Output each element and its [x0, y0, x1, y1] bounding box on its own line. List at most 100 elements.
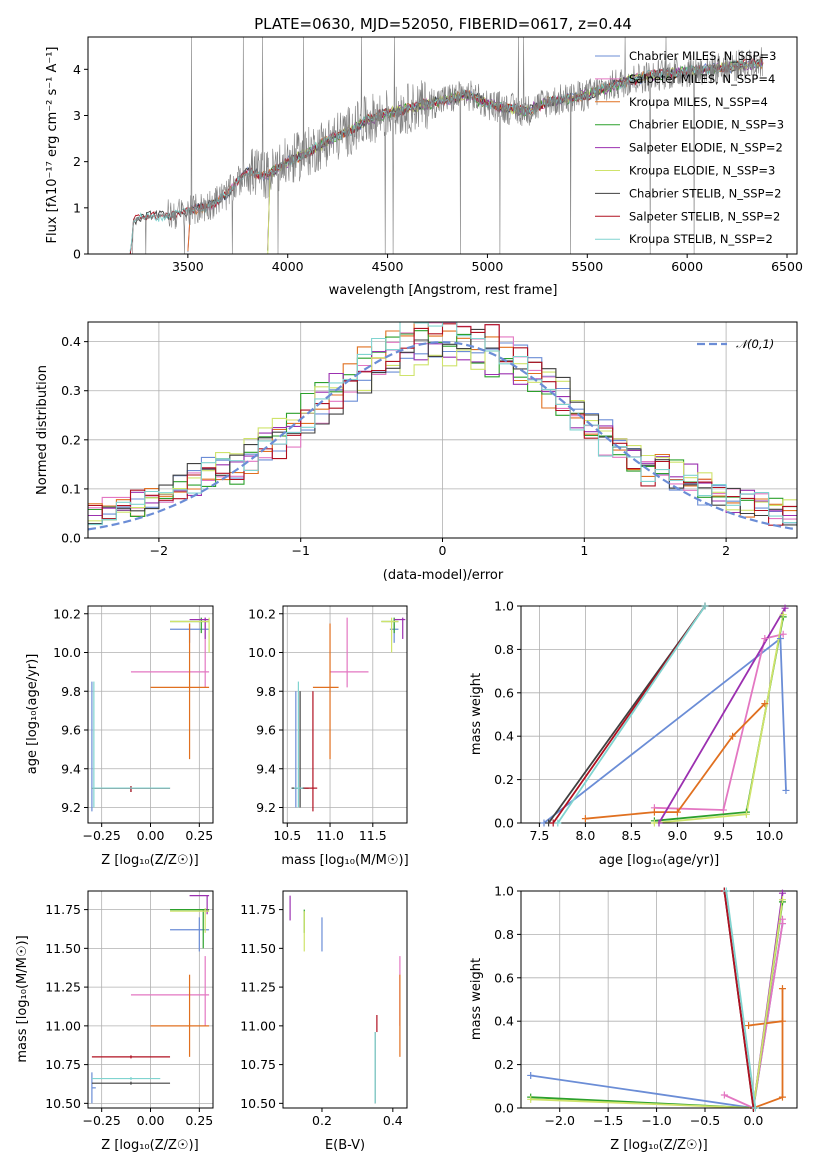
histogram-step [88, 322, 797, 526]
y-tick-label: 4 [73, 62, 81, 77]
x-tick-label: 0.2 [312, 1113, 332, 1128]
grid [88, 606, 213, 823]
weight-marker [776, 635, 784, 643]
y-tick-label: 9.4 [61, 761, 81, 776]
x-tick-label: −0.5 [690, 1113, 720, 1128]
legend-entry: Kroupa MILES, N_SSP=4 [629, 95, 768, 109]
errorbar-point [294, 681, 303, 808]
weight-marker [720, 1091, 728, 1099]
weight-marker [554, 819, 562, 827]
errorbar-point [91, 681, 171, 808]
x-tick-label: 0.25 [185, 1113, 213, 1128]
y-tick-label: 0.4 [61, 334, 81, 349]
figure-title: PLATE=0630, MJD=52050, FIBERID=0617, z=0… [254, 15, 632, 33]
y-tick-label: 11.25 [240, 980, 276, 995]
axes-age_vs_mass: 10.5 11.0 11.5 9.2 9.4 9.6 9.8 10.0 10.2 mass [lo… [248, 605, 409, 868]
weight-marker [527, 1095, 535, 1103]
y-tick-label: 0.0 [61, 531, 81, 546]
x-tick-label: 9.5 [713, 828, 733, 843]
weight-line [723, 891, 755, 1108]
y-tick-label: 3 [73, 108, 81, 123]
x-tick-label: 10.0 [755, 828, 783, 843]
errorbar-point [170, 908, 210, 933]
y-tick-label: 1.0 [494, 884, 514, 899]
y-tick-label: 10.0 [248, 645, 276, 660]
axes-overlay: −2.0 −1.5 −1.0 −0.5 0.0 0.0 0.2 0.4 0.6 0.8 1.0 Z [… [469, 884, 798, 1153]
weight-marker [527, 1071, 535, 1079]
axes-weight_vs_age: 7.5 8.0 8.5 9.0 9.5 10.0 0.0 0.2 0.4 0.6 0.8 1.0 age… [469, 599, 798, 868]
axes-overlay: 0.2 0.4 10.50 10.75 11.00 11.25 11.50 11.75 E(B-… [240, 890, 408, 1153]
weight-marker [779, 630, 787, 638]
x-tick-label: −0.25 [83, 1113, 121, 1128]
weight-marker [761, 635, 769, 643]
weight-marker [778, 1017, 786, 1025]
axes-overlay: 10.5 11.0 11.5 9.2 9.4 9.6 9.8 10.0 10.2 mass [lo… [248, 605, 409, 868]
x-tick-label: 5000 [472, 259, 504, 274]
errorbar-point [170, 917, 210, 952]
axes-frame [87, 36, 798, 255]
y-tick-label: 10.0 [53, 645, 81, 660]
y-tick-label: 11.25 [45, 980, 81, 995]
weight-marker [722, 887, 730, 895]
x-tick-label: 11.0 [316, 828, 344, 843]
y-tick-label: 0 [73, 247, 81, 262]
legend: Chabrier MILES, N_SSP=3 Salpeter MILES, N… [595, 49, 784, 246]
weight-marker [650, 819, 658, 827]
x-tick-label: 0.4 [383, 1113, 403, 1128]
y-tick-label: 9.2 [61, 800, 81, 815]
errorbar-point [150, 623, 210, 760]
weight-line [725, 891, 757, 1108]
errorbar-point [170, 617, 210, 653]
y-tick-label: 11.75 [240, 902, 276, 917]
weight-line [748, 988, 784, 1108]
y-tick-label: 11.00 [45, 1018, 81, 1033]
y-tick-label: 0.6 [494, 970, 514, 985]
x-tick-label: 0.00 [137, 828, 165, 843]
legend: 𝒩(0,1) [697, 337, 774, 351]
plot-area [530, 891, 784, 1108]
weight-marker [781, 604, 789, 612]
weight-line [530, 899, 784, 1108]
y-axis-label: Normed distribution [35, 365, 50, 495]
weight-marker [719, 806, 727, 814]
y-tick-label: 11.50 [45, 941, 81, 956]
y-axis-label: age [log₁₀(age/yr)] [25, 654, 40, 775]
x-tick-label: 0 [439, 543, 447, 558]
weight-marker [778, 915, 786, 923]
x-tick-label: 8.5 [621, 828, 641, 843]
x-tick-label: 11.5 [359, 828, 387, 843]
y-tick-label: 0.2 [494, 1057, 514, 1072]
plot-area [91, 895, 210, 1104]
weight-marker [778, 889, 786, 897]
y-tick-label: 0.3 [61, 383, 81, 398]
x-tick-label: 8.0 [575, 828, 595, 843]
x-axis-label: Z [log₁₀(Z/Z☉)] [610, 1138, 707, 1153]
errorbar-point [312, 623, 339, 760]
gaussian-reference [88, 341, 797, 531]
legend-entry: 𝒩(0,1) [736, 337, 774, 351]
weight-marker [779, 611, 787, 619]
x-axis-label: Z [log₁₀(Z/Z☉)] [101, 853, 198, 868]
plot-area [91, 617, 210, 812]
weight-marker [778, 896, 786, 904]
x-axis-label: (data-model)/error [383, 568, 504, 583]
weight-marker [745, 1022, 753, 1030]
y-axis-label: mass weight [469, 958, 484, 1040]
y-tick-label: 10.75 [240, 1057, 276, 1072]
errorbar-point [304, 691, 318, 812]
errorbar-point [381, 617, 399, 653]
y-tick-label: 0.8 [494, 642, 514, 657]
y-tick-label: 9.6 [256, 723, 276, 738]
y-tick-label: 11.50 [240, 941, 276, 956]
weight-marker [673, 808, 681, 816]
errorbar-point [330, 617, 369, 688]
x-tick-label: 6500 [771, 259, 803, 274]
x-tick-label: 9.0 [667, 828, 687, 843]
legend-entry: Kroupa STELIB, N_SSP=2 [629, 232, 773, 246]
y-tick-label: 0.6 [494, 685, 514, 700]
y-tick-label: 10.2 [248, 606, 276, 621]
x-axis-label: age [log₁₀(age/yr)] [599, 853, 720, 868]
axes-overlay: −0.25 0.00 0.25 9.2 9.4 9.6 9.8 10.0 10.2 Z [log₁… [25, 605, 214, 868]
x-tick-label: −1.0 [641, 1113, 671, 1128]
axes-overlay: 3500 4000 4500 5000 5500 6000 6500 0 1 2 3 4 wavelen… [45, 36, 803, 298]
